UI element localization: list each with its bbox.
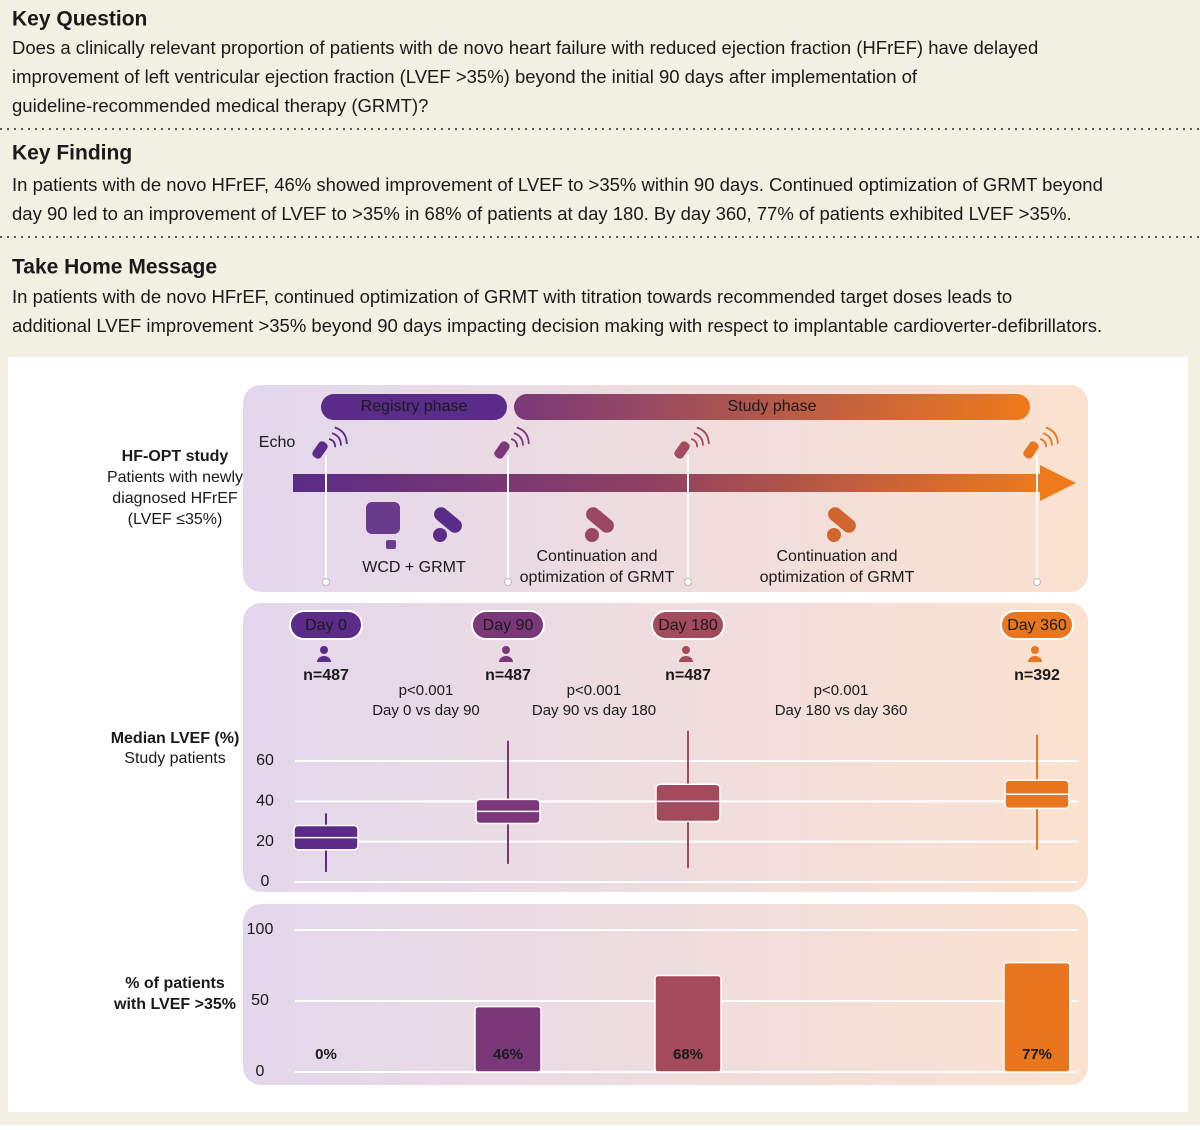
day-pill [1000,610,1074,640]
boxplot-panel [243,603,1088,892]
y-tick-label: 20 [256,833,274,850]
section-line: additional LVEF improvement >35% beyond … [12,315,1102,336]
person-body [1028,656,1042,662]
day-label: Day 360 [1007,617,1067,634]
section-line: In patients with de novo HFrEF, continue… [12,286,1012,307]
section-heading: Key Finding [12,142,132,165]
boxplot-title: Median LVEF (%) [111,730,240,747]
treatment-label: optimization of GRMT [760,569,915,586]
y-tick-label: 60 [256,752,274,769]
day-pill [651,610,725,640]
p-value: p<0.001 [567,682,622,699]
bar-value-label: 46% [493,1046,523,1063]
bar [1003,961,1071,1073]
day-pill [471,610,545,640]
comparison-label: Day 90 vs day 180 [532,702,656,719]
bar-value-label: 0% [315,1046,337,1063]
wcd-device [386,540,396,549]
comparison-label: Day 180 vs day 360 [775,702,908,719]
echo-probe [674,441,690,459]
pill-icon [586,507,614,533]
timepoint-dot [684,578,692,586]
n-label: n=487 [665,667,711,684]
treatment-label: optimization of GRMT [520,569,675,586]
tablet-icon [433,528,447,542]
person-head [682,646,690,654]
timepoint-dot [504,578,512,586]
echo-wave [328,426,348,448]
study-phase-pill [514,394,1030,420]
study-desc: diagnosed HFrEF [112,490,238,507]
echo-wave [510,426,530,448]
timepoint-dot [1033,578,1041,586]
box [655,783,721,823]
day-label: Day 0 [305,617,347,634]
section-line: day 90 led to an improvement of LVEF to … [12,203,1072,224]
section-heading: Key Question [12,8,147,31]
bar [474,1005,542,1073]
day-label: Day 180 [658,617,718,634]
section-heading: Take Home Message [12,256,217,279]
section-line: Does a clinically relevant proportion of… [12,37,1038,58]
echo-wave [1039,426,1059,448]
person-body [499,656,513,662]
registry-phase-pill [321,394,507,420]
bar-value-label: 68% [673,1046,703,1063]
person-body [317,656,331,662]
bar-title: % of patients [125,975,225,992]
y-tick-label: 50 [251,992,269,1009]
timepoint-dot [322,578,330,586]
echo-probe [1023,441,1039,459]
n-label: n=487 [485,667,531,684]
treatment-label: WCD + GRMT [362,559,466,576]
echo-label: Echo [259,434,296,451]
echo-wave [690,426,710,448]
person-head [502,646,510,654]
section-line: guideline-recommended medical therapy (G… [12,95,428,116]
pill-icon [434,507,462,533]
treatment-label: Continuation and [537,548,658,565]
comparison-label: Day 0 vs day 90 [372,702,480,719]
study-desc: (LVEF ≤35%) [128,511,223,528]
pill-icon [828,507,856,533]
tablet-icon [585,528,599,542]
p-value: p<0.001 [399,682,454,699]
wcd-vest [366,502,400,534]
person-head [320,646,328,654]
arrow-head [1040,465,1076,501]
section-line: In patients with de novo HFrEF, 46% show… [12,174,1103,195]
boxplot-subtitle: Study patients [124,750,225,767]
day-pill [289,610,363,640]
phase-label: Study phase [728,398,817,415]
section-line: improvement of left ventricular ejection… [12,66,918,87]
bar [654,974,722,1073]
tablet-icon [827,528,841,542]
day-label: Day 90 [483,617,534,634]
study-label: HF-OPT study [122,448,229,465]
y-tick-label: 0 [261,873,270,890]
phase-label: Registry phase [361,398,468,415]
person-body [679,656,693,662]
person-head [1031,646,1039,654]
study-desc: Patients with newly [107,469,243,486]
n-label: n=392 [1014,667,1060,684]
y-tick-label: 40 [256,793,274,810]
bar-title: with LVEF >35% [113,996,236,1013]
n-label: n=487 [303,667,349,684]
p-value: p<0.001 [814,682,869,699]
echo-probe [312,441,328,459]
timeline-arrow [293,474,1043,492]
treatment-label: Continuation and [777,548,898,565]
bar-value-label: 77% [1022,1046,1052,1063]
y-tick-label: 100 [247,921,274,938]
echo-probe [494,441,510,459]
y-tick-label: 0 [256,1063,265,1080]
